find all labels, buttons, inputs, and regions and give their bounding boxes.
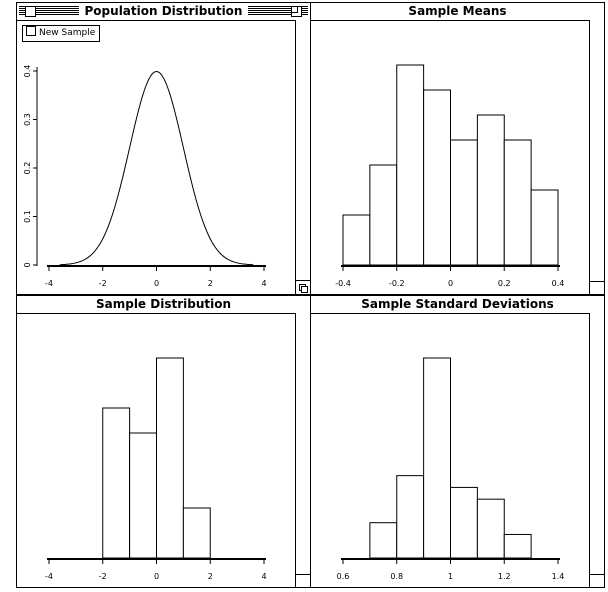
close-box[interactable] <box>25 6 36 17</box>
x-tick-label: 0 <box>154 572 159 581</box>
sds-plot: 0.6 0.8 1 1.2 1.4 <box>337 357 565 581</box>
histogram-bar <box>369 522 398 559</box>
sds-title-bar[interactable]: Sample Standard Deviations <box>311 296 604 314</box>
sds-window: Sample Standard Deviations 0.6 0.8 1 1.2 1.4 <box>310 295 605 588</box>
scrollbar-arrow-divider <box>590 574 604 575</box>
histogram-bar <box>530 189 559 266</box>
population-window: Population Distribution New Sample -4 -2 0… <box>16 2 311 295</box>
x-tick-label: 0 <box>154 279 159 288</box>
y-tick-label: 0 <box>23 262 32 267</box>
histogram-bar <box>396 64 425 266</box>
histogram-bar <box>476 114 505 266</box>
histogram-bar <box>503 533 532 559</box>
vertical-scrollbar[interactable] <box>589 20 604 294</box>
histogram-bar <box>503 139 532 266</box>
y-tick-label: 0.2 <box>23 162 32 175</box>
histogram-bar <box>156 357 184 559</box>
y-tick-label: 0.1 <box>23 210 32 223</box>
x-tick-label: -4 <box>45 279 53 288</box>
population-title: Population Distribution <box>78 4 249 18</box>
x-tick-label: 0.4 <box>552 279 565 288</box>
dist-plot: -4 -2 0 2 4 <box>45 357 267 581</box>
y-tick-label: 0.4 <box>23 65 32 78</box>
histogram-bar <box>450 139 478 266</box>
dist-title-bar[interactable]: Sample Distribution <box>17 296 310 314</box>
vertical-scrollbar[interactable] <box>295 313 310 587</box>
x-tick-label: 0 <box>448 279 453 288</box>
vertical-scrollbar[interactable] <box>589 313 604 587</box>
population-plot: -4 -2 0 2 4 0 0.1 0.2 0.3 0.4 <box>23 65 267 288</box>
histogram-bar <box>182 507 211 559</box>
x-tick-label: -2 <box>99 572 107 581</box>
dist-window: Sample Distribution -4 -2 0 2 4 <box>16 295 311 588</box>
x-tick-label: -0.4 <box>335 279 351 288</box>
histogram-bar <box>476 498 505 559</box>
x-tick-label: 2 <box>208 279 213 288</box>
means-plot: -0.4 -0.2 0 0.2 0.4 <box>335 64 565 288</box>
resize-grow-box[interactable] <box>295 280 310 294</box>
x-tick-label: -0.2 <box>389 279 405 288</box>
x-tick-label: 0.8 <box>390 572 403 581</box>
histogram-bar <box>450 486 478 559</box>
dist-title: Sample Distribution <box>89 297 238 311</box>
new-sample-button[interactable]: New Sample <box>22 25 101 42</box>
histogram-bar <box>423 89 451 266</box>
population-title-bar[interactable]: Population Distribution <box>17 3 310 21</box>
x-tick-label: -2 <box>99 279 107 288</box>
histogram-bar <box>369 164 398 266</box>
y-tick-label: 0.3 <box>23 113 32 126</box>
histogram-bar <box>129 432 157 559</box>
x-tick-label: 1 <box>448 572 453 581</box>
checkbox-icon <box>26 26 36 36</box>
x-tick-label: 1.2 <box>498 572 511 581</box>
histogram-bar <box>423 357 451 559</box>
scrollbar-arrow-divider <box>296 574 310 575</box>
means-title-bar[interactable]: Sample Means <box>311 3 604 21</box>
x-tick-label: -4 <box>45 572 53 581</box>
zoom-box[interactable] <box>291 6 302 17</box>
scrollbar-arrow-divider <box>590 281 604 282</box>
x-tick-label: 0.6 <box>337 572 350 581</box>
histogram-bar <box>396 475 425 559</box>
x-tick-label: 0.2 <box>498 279 511 288</box>
vertical-scrollbar[interactable] <box>295 20 310 294</box>
density-curve <box>59 71 254 266</box>
means-title: Sample Means <box>402 4 513 18</box>
histogram-bar <box>342 214 371 266</box>
sds-title: Sample Standard Deviations <box>355 297 560 311</box>
x-tick-label: 4 <box>261 572 266 581</box>
means-window: Sample Means -0.4 -0.2 0 0.2 0.4 <box>310 2 605 295</box>
histogram-bar <box>102 407 131 559</box>
new-sample-label: New Sample <box>39 28 96 38</box>
x-tick-label: 1.4 <box>552 572 565 581</box>
x-tick-label: 2 <box>208 572 213 581</box>
x-tick-label: 4 <box>261 279 266 288</box>
